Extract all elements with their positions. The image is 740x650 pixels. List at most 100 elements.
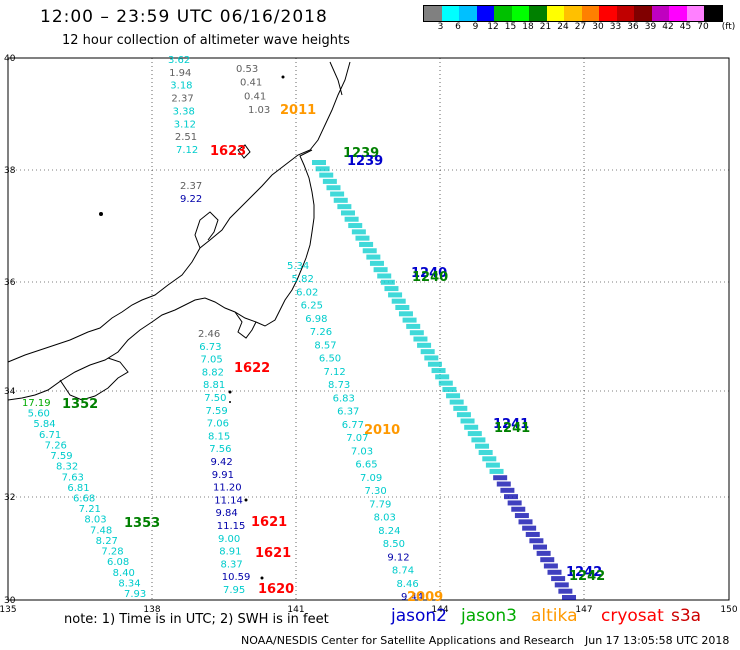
color-swatch	[564, 6, 582, 21]
track-point	[514, 513, 529, 519]
pass-time-label: 1242	[566, 565, 602, 580]
track-point	[467, 431, 482, 437]
swh-value: 8.50	[383, 539, 405, 550]
swh-value: 6.02	[296, 287, 318, 298]
track-point	[326, 185, 341, 191]
swh-value: 3.38	[173, 106, 195, 117]
swh-value: 8.32	[56, 462, 78, 473]
swh-value: 0.41	[240, 78, 262, 89]
color-scale-label: 27	[574, 22, 587, 32]
swh-value: 8.40	[113, 568, 135, 579]
track-point	[482, 456, 497, 462]
track-point	[424, 355, 439, 361]
islands	[99, 75, 285, 580]
track-point	[551, 576, 566, 582]
swh-value: 11.20	[213, 483, 242, 494]
swh-value: 11.14	[214, 495, 243, 506]
swh-value: 7.79	[369, 499, 391, 510]
track-point	[380, 279, 395, 285]
lon-tick-label: 150	[720, 605, 737, 615]
track-point	[507, 500, 522, 506]
island-6	[229, 401, 231, 403]
color-swatch	[599, 6, 617, 21]
track-point	[409, 330, 424, 336]
track-point	[438, 380, 453, 386]
track-point	[529, 538, 544, 544]
lat-tick-label: 36	[4, 278, 16, 288]
track-point	[533, 544, 548, 550]
color-swatch	[704, 6, 722, 21]
track-point	[536, 550, 551, 556]
sado-island	[237, 144, 251, 159]
color-scale-label: 39	[644, 22, 657, 32]
color-scale-label: 24	[557, 22, 569, 32]
swh-value: 2.37	[180, 181, 202, 192]
track-point	[362, 248, 377, 254]
swh-value: 6.37	[337, 407, 359, 418]
swh-value: 7.95	[223, 585, 245, 596]
dense-track	[312, 160, 576, 600]
track-point	[504, 494, 519, 500]
map-frame	[7, 57, 730, 601]
map-title: 12:00 – 23:59 UTC 06/16/2018	[40, 7, 328, 27]
track-point	[330, 191, 345, 197]
pass-time-label: 1622	[234, 361, 270, 376]
credit-text: NOAA/NESDIS Center for Satellite Applica…	[241, 634, 575, 647]
swh-value: 7.09	[360, 473, 382, 484]
swh-value: 6.68	[73, 494, 95, 505]
color-swatch	[494, 6, 512, 21]
track-point	[402, 317, 417, 323]
color-scale-label: 70	[697, 22, 709, 32]
swh-value: 7.50	[204, 393, 226, 404]
pass-time-label: 1620	[258, 582, 294, 597]
track-point	[351, 229, 366, 235]
swh-value: 8.82	[202, 367, 224, 378]
swh-value: 5.34	[287, 261, 309, 272]
track-point	[500, 487, 515, 493]
legend-item-jason2: jason2	[391, 606, 447, 626]
legend-item-cryosat: cryosat	[601, 606, 664, 626]
pass-time-label: 1623	[210, 144, 246, 159]
track-point	[525, 531, 540, 537]
swh-value: 8.24	[378, 526, 400, 537]
legend-item-s3a: s3a	[671, 606, 702, 626]
swh-value: 0.53	[236, 64, 258, 75]
track-point	[333, 197, 348, 203]
lat-tick-label: 30	[4, 596, 16, 606]
swh-value: 7.93	[124, 589, 146, 600]
swh-value: 9.00	[218, 534, 240, 545]
track-point	[377, 273, 392, 279]
color-swatch	[441, 6, 459, 21]
track-point	[456, 412, 471, 418]
swh-value: 9.42	[211, 457, 233, 468]
swh-value: 8.27	[96, 536, 118, 547]
track-point	[315, 166, 330, 172]
lon-tick-label: 135	[0, 605, 17, 615]
track-point	[464, 424, 479, 430]
map-subtitle: 12 hour collection of altimeter wave hei…	[62, 33, 350, 48]
pass-time-label: 1353	[124, 516, 160, 531]
color-swatch	[669, 6, 687, 21]
island-4	[244, 498, 248, 502]
swh-value: 5.84	[33, 419, 55, 430]
swh-value: 8.03	[84, 515, 106, 526]
swh-value: 7.56	[209, 444, 231, 455]
track-point	[511, 506, 526, 512]
swh-value: 7.03	[351, 446, 373, 457]
track-point	[554, 582, 569, 588]
swh-value: 3.62	[168, 55, 190, 66]
swh-value: 7.12	[176, 145, 198, 156]
altimeter-tracks: 3.621.943.182.373.383.122.517.120.530.41…	[22, 55, 576, 603]
track-point	[417, 342, 432, 348]
swh-value: 6.25	[301, 301, 323, 312]
track-point	[427, 361, 442, 367]
note-text: note: 1) Time is in UTC; 2) SWH is in fe…	[64, 612, 329, 627]
noto-peninsula	[194, 211, 219, 249]
lon-tick-label: 144	[431, 605, 448, 615]
swh-value: 6.50	[319, 354, 341, 365]
lat-tick-label: 32	[4, 493, 15, 503]
swh-value: 9.84	[216, 508, 238, 519]
swh-value: 7.59	[206, 406, 228, 417]
track-point	[562, 595, 576, 600]
